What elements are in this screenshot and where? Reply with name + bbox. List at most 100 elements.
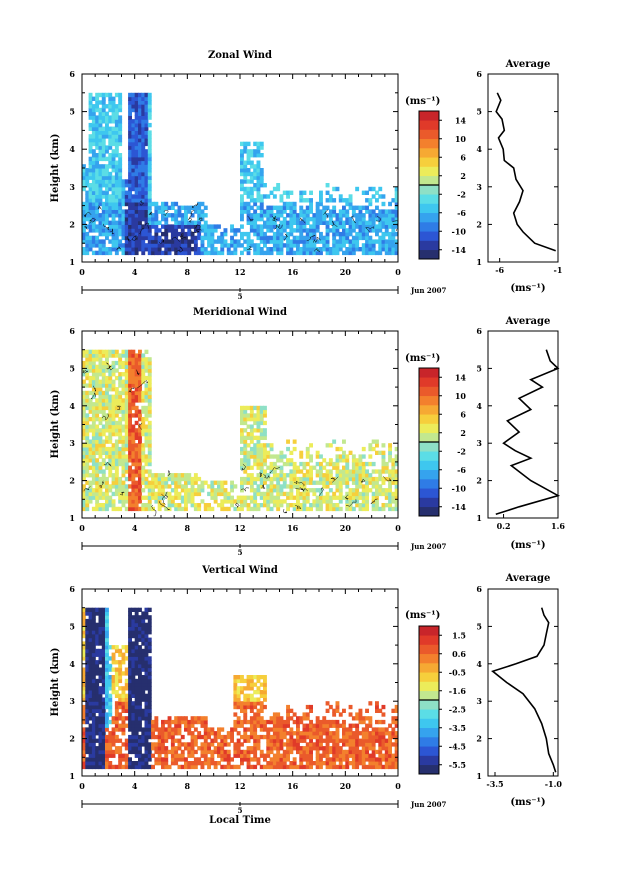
heatmap-cell: [138, 637, 142, 642]
heatmap-cell: [128, 671, 132, 676]
heatmap-cell: [282, 243, 287, 248]
heatmap-cell: [279, 484, 284, 489]
colorbar-swatch: [419, 405, 439, 415]
heatmap-cell: [105, 641, 109, 646]
colorbar-label: 14: [455, 115, 467, 125]
heatmap-cell: [319, 499, 323, 504]
heatmap-cell: [101, 671, 106, 676]
heatmap-cell: [105, 231, 109, 237]
heatmap-cell: [388, 480, 392, 485]
heatmap-cell: [85, 738, 90, 743]
heatmap-cell: [147, 375, 152, 381]
heatmap-cell: [365, 461, 369, 467]
heatmap-cell: [101, 682, 106, 687]
heatmap-cell: [371, 491, 376, 497]
heatmap-cell: [138, 469, 142, 474]
heatmap-cell: [351, 506, 356, 512]
heatmap-cell: [134, 413, 139, 418]
heatmap-cell: [246, 205, 251, 210]
heatmap-cell: [82, 428, 86, 433]
heatmap-cell: [131, 216, 136, 222]
heatmap-cell: [111, 446, 116, 452]
heatmap-cell: [98, 239, 103, 244]
heatmap-cell: [161, 734, 165, 740]
heatmap-cell: [180, 719, 185, 725]
heatmap-cell: [240, 156, 244, 162]
heatmap-cell: [138, 247, 142, 252]
heatmap-cell: [358, 465, 363, 470]
heatmap-cell: [118, 100, 123, 105]
heatmap-cell: [114, 420, 119, 426]
heatmap-cell: [91, 179, 96, 184]
heatmap-cell: [88, 630, 93, 635]
heatmap-cell: [259, 168, 264, 173]
heatmap-cell: [82, 727, 86, 732]
heatmap-cell: [378, 213, 383, 218]
heatmap-cell: [108, 417, 113, 422]
heatmap-cell: [319, 220, 323, 225]
heatmap-cell: [141, 216, 146, 222]
heatmap-cell: [98, 435, 103, 440]
heatmap-cell: [292, 213, 297, 218]
heatmap-cell: [101, 678, 106, 684]
heatmap-cell: [134, 465, 139, 470]
heatmap-cell: [279, 239, 284, 244]
heatmap-cell: [240, 194, 244, 199]
heatmap-cell: [101, 209, 106, 214]
heatmap-cell: [85, 383, 90, 388]
heatmap-cell: [315, 250, 320, 256]
heatmap-cell: [240, 749, 244, 755]
heatmap-cell: [98, 360, 103, 366]
heatmap-cell: [263, 693, 267, 698]
heatmap-cell: [279, 469, 284, 474]
heatmap-cell: [187, 220, 192, 225]
heatmap-cell: [259, 454, 264, 459]
heatmap-cell: [253, 141, 258, 147]
heatmap-cell: [128, 757, 132, 762]
heatmap-cell: [276, 476, 281, 482]
colorbar-swatch: [419, 185, 439, 195]
heatmap-cell: [91, 723, 96, 728]
heatmap-cell: [151, 473, 155, 478]
heatmap-cell: [128, 364, 132, 369]
heatmap-cell: [98, 626, 103, 631]
heatmap-cell: [351, 465, 356, 470]
heatmap-cell: [147, 723, 152, 728]
heatmap-cell: [213, 247, 218, 252]
heatmap-cell: [256, 405, 261, 411]
heatmap-cell: [128, 141, 132, 147]
heatmap-cell: [292, 250, 297, 256]
heatmap-cell: [131, 364, 136, 369]
heatmap-cell: [124, 671, 129, 676]
heatmap-cell: [371, 469, 376, 474]
heatmap-cell: [332, 753, 337, 758]
heatmap-cell: [391, 216, 396, 222]
heatmap-cell: [292, 484, 297, 489]
heatmap-cell: [95, 476, 100, 482]
heatmap-cell: [253, 712, 258, 717]
heatmap-cell: [121, 194, 126, 199]
heatmap-cell: [246, 746, 251, 751]
heatmap-cell: [121, 372, 126, 377]
heatmap-cell: [253, 405, 258, 411]
average-y-tick-label: 6: [476, 326, 482, 336]
heatmap-cell: [134, 607, 139, 612]
heatmap-cell: [124, 250, 129, 256]
heatmap-cell: [170, 495, 175, 500]
heatmap-cell: [286, 461, 290, 467]
heatmap-cell: [286, 764, 290, 770]
heatmap-cell: [134, 727, 139, 732]
heatmap-cell: [108, 231, 113, 237]
heatmap-cell: [223, 488, 228, 493]
heatmap-cell: [138, 690, 142, 695]
heatmap-cell: [147, 398, 152, 403]
heatmap-cell: [121, 198, 126, 203]
heatmap-cell: [259, 716, 264, 721]
heatmap-cell: [154, 757, 159, 762]
heatmap-cell: [338, 220, 343, 225]
heatmap-cell: [256, 224, 261, 229]
heatmap-cell: [91, 205, 96, 210]
heatmap-cell: [154, 746, 159, 751]
heatmap-cell: [147, 390, 152, 396]
heatmap-cell: [361, 491, 366, 497]
